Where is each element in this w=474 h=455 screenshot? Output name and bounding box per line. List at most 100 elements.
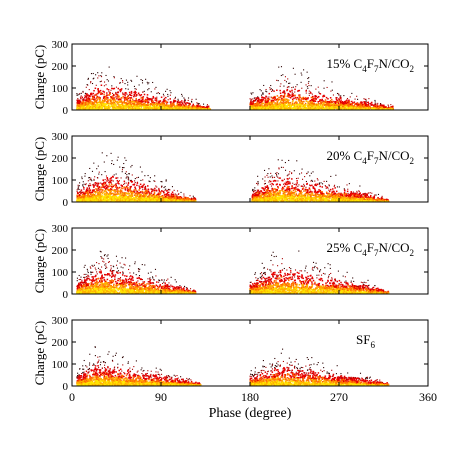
data-point xyxy=(95,104,97,107)
data-point xyxy=(116,92,118,94)
data-point xyxy=(141,192,144,194)
data-point xyxy=(294,97,297,99)
data-point xyxy=(308,90,310,92)
data-point xyxy=(107,104,110,107)
data-point xyxy=(301,102,303,105)
data-point xyxy=(196,105,199,108)
data-point xyxy=(124,193,126,195)
data-point xyxy=(163,97,165,99)
data-point xyxy=(105,188,107,190)
data-point xyxy=(337,101,339,104)
data-point xyxy=(158,101,160,104)
data-point xyxy=(121,169,124,171)
data-point xyxy=(307,102,309,104)
data-point xyxy=(197,108,200,110)
data-point xyxy=(120,197,122,200)
data-point xyxy=(181,102,183,104)
data-point xyxy=(163,95,165,97)
data-point xyxy=(90,73,93,75)
data-point xyxy=(128,173,130,175)
data-point xyxy=(158,187,160,189)
data-point xyxy=(259,108,261,110)
data-point xyxy=(316,96,319,99)
data-point xyxy=(120,78,122,80)
data-point xyxy=(161,195,164,197)
data-point xyxy=(192,195,194,197)
data-point xyxy=(79,182,81,184)
data-point xyxy=(166,107,169,109)
data-point xyxy=(87,98,89,101)
data-point xyxy=(320,107,322,110)
data-point xyxy=(117,96,119,98)
data-point xyxy=(364,107,367,110)
data-point xyxy=(187,99,189,101)
data-point xyxy=(123,197,125,200)
data-point xyxy=(76,107,78,109)
data-point xyxy=(104,200,107,202)
data-point xyxy=(126,188,129,190)
data-point xyxy=(265,90,267,92)
data-point xyxy=(310,85,312,87)
data-point xyxy=(90,102,93,105)
data-point xyxy=(184,102,186,104)
data-point xyxy=(346,99,348,101)
data-point xyxy=(164,104,167,106)
data-point xyxy=(158,103,160,106)
data-point xyxy=(360,107,363,109)
data-point xyxy=(298,105,301,108)
data-point xyxy=(181,102,184,105)
data-point xyxy=(279,108,282,110)
data-point xyxy=(136,105,139,108)
data-point xyxy=(265,108,268,110)
data-point xyxy=(79,108,82,110)
data-point xyxy=(84,103,87,106)
data-point xyxy=(291,87,293,89)
data-point xyxy=(256,101,258,103)
data-point xyxy=(259,101,262,104)
data-point xyxy=(200,106,203,109)
data-point xyxy=(82,98,84,100)
data-point xyxy=(99,81,101,83)
data-point xyxy=(303,106,306,108)
data-point xyxy=(176,104,179,107)
data-point xyxy=(308,81,310,83)
data-point xyxy=(203,103,205,105)
data-point xyxy=(335,104,337,106)
data-point xyxy=(173,106,176,108)
data-point xyxy=(182,104,184,106)
data-point xyxy=(89,95,91,98)
data-point xyxy=(143,107,145,110)
data-point xyxy=(369,102,372,105)
data-point xyxy=(109,190,111,193)
data-point xyxy=(266,96,268,98)
data-point xyxy=(110,98,112,100)
data-point xyxy=(191,108,194,110)
data-point xyxy=(392,105,394,108)
data-point xyxy=(151,98,153,101)
data-point xyxy=(100,75,102,77)
data-point xyxy=(126,93,128,95)
data-point xyxy=(305,84,307,86)
data-point xyxy=(141,199,143,201)
data-point xyxy=(121,184,123,187)
data-point xyxy=(147,89,149,91)
data-point xyxy=(125,177,127,179)
data-point xyxy=(169,196,171,198)
data-point xyxy=(144,193,147,195)
data-point xyxy=(86,106,88,109)
data-point xyxy=(96,105,98,107)
data-point xyxy=(112,100,115,102)
data-point xyxy=(102,108,105,110)
data-point xyxy=(123,100,125,103)
data-point xyxy=(125,97,127,100)
data-point xyxy=(106,96,108,99)
data-point xyxy=(268,103,270,105)
data-point xyxy=(144,188,147,190)
data-point xyxy=(79,108,81,110)
data-point xyxy=(386,108,388,110)
data-point xyxy=(112,87,115,90)
data-point xyxy=(154,99,157,101)
data-point xyxy=(156,96,158,98)
data-point xyxy=(153,189,156,192)
data-point xyxy=(162,93,165,95)
